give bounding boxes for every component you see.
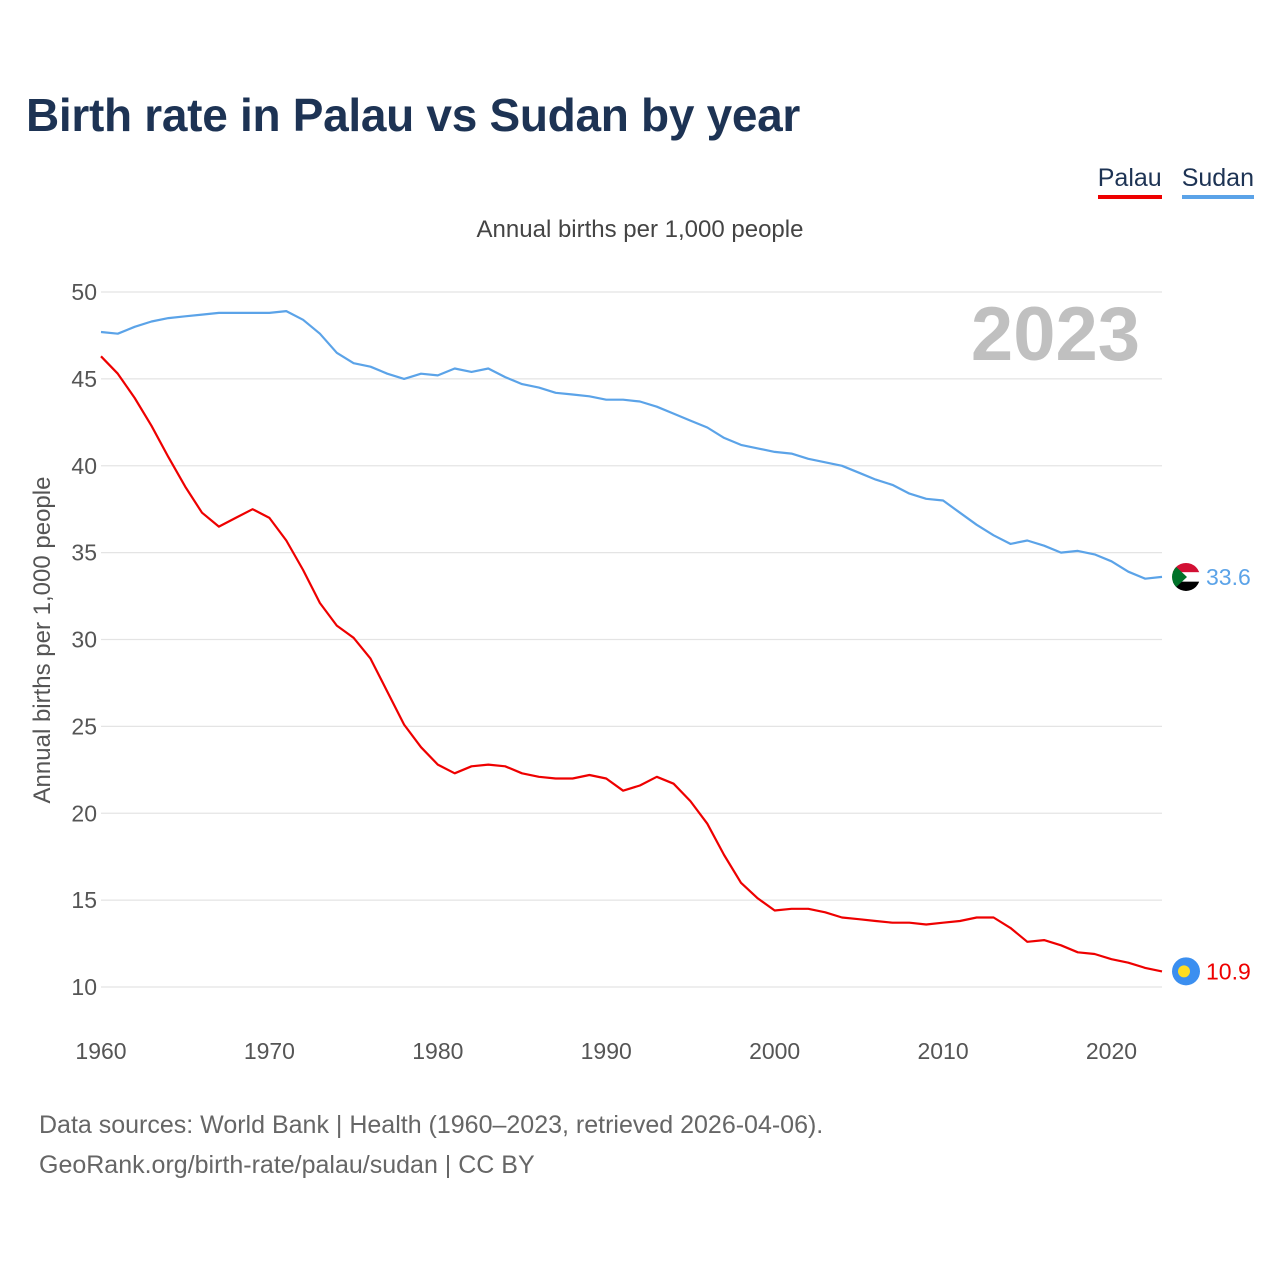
- end-value-label-palau: 10.9: [1206, 958, 1251, 984]
- x-tick-label: 1970: [244, 1038, 295, 1064]
- footer-sources: Data sources: World Bank | Health (1960–…: [39, 1111, 824, 1139]
- year-watermark: 2023: [971, 292, 1140, 377]
- y-axis-label: Annual births per 1,000 people: [29, 477, 56, 804]
- legend-item-sudan[interactable]: Sudan: [1181, 164, 1254, 199]
- x-tick-label: 2020: [1086, 1038, 1137, 1064]
- x-tick-label: 1990: [581, 1038, 632, 1064]
- flag-icon-palau: [1172, 957, 1200, 986]
- chart-subtitle: Annual births per 1,000 people: [476, 216, 804, 243]
- y-tick-label: 30: [71, 627, 97, 653]
- y-tick-label: 40: [71, 453, 97, 479]
- chart-title: Birth rate in Palau vs Sudan by year: [26, 89, 801, 141]
- legend: Palau Sudan: [1097, 164, 1254, 199]
- x-tick-label: 2000: [749, 1038, 800, 1064]
- y-tick-label: 50: [71, 279, 97, 305]
- grid-lines: [101, 291, 1162, 988]
- y-tick-label: 25: [71, 713, 97, 739]
- series-lines: [100, 310, 1163, 973]
- x-tick-label: 1960: [75, 1038, 126, 1064]
- x-tick-label: 1980: [412, 1038, 463, 1064]
- series-end-markers: 10.9 33.6: [1172, 562, 1251, 986]
- series-line-palau[interactable]: [100, 355, 1163, 973]
- x-tick-label: 2010: [917, 1038, 968, 1064]
- footer: Data sources: World Bank | Health (1960–…: [39, 1105, 823, 1185]
- end-value-label-sudan: 33.6: [1206, 564, 1251, 590]
- y-tick-label: 45: [71, 366, 97, 392]
- series-line-sudan[interactable]: [100, 310, 1163, 580]
- legend-item-palau[interactable]: Palau: [1097, 164, 1162, 199]
- y-tick-label: 20: [71, 800, 97, 826]
- flag-icon-sudan: [1172, 562, 1200, 591]
- y-tick-label: 10: [71, 974, 97, 1000]
- y-tick-label: 15: [71, 887, 97, 913]
- y-axis-ticks: 10 15 20 25 30 35 40 45 50: [71, 279, 97, 1000]
- y-tick-label: 35: [71, 540, 97, 566]
- footer-attribution[interactable]: GeoRank.org/birth-rate/palau/sudan | CC …: [39, 1151, 535, 1179]
- x-axis-ticks: 1960 1970 1980 1990 2000 2010 2020: [75, 1038, 1137, 1064]
